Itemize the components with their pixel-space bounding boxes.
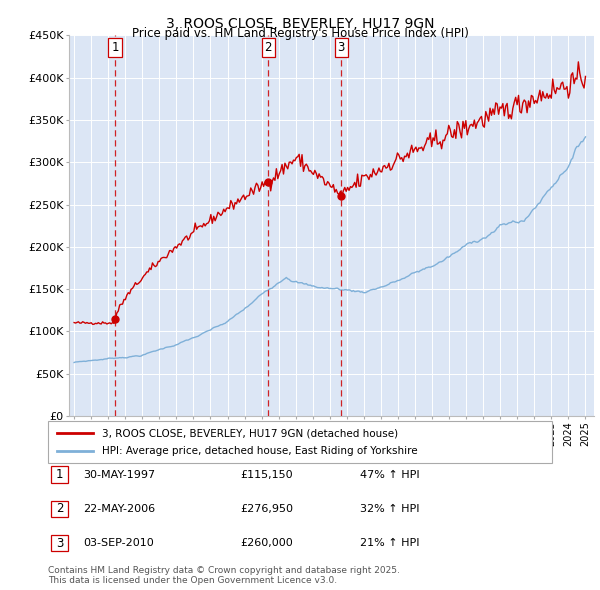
Text: 03-SEP-2010: 03-SEP-2010 bbox=[83, 538, 154, 548]
Text: Price paid vs. HM Land Registry's House Price Index (HPI): Price paid vs. HM Land Registry's House … bbox=[131, 27, 469, 40]
Text: Contains HM Land Registry data © Crown copyright and database right 2025.
This d: Contains HM Land Registry data © Crown c… bbox=[48, 566, 400, 585]
Text: £276,950: £276,950 bbox=[240, 504, 293, 514]
Text: 21% ↑ HPI: 21% ↑ HPI bbox=[360, 538, 419, 548]
Text: £115,150: £115,150 bbox=[240, 470, 293, 480]
Text: 1: 1 bbox=[56, 468, 63, 481]
Text: 2: 2 bbox=[56, 502, 63, 515]
Text: 3, ROOS CLOSE, BEVERLEY, HU17 9GN (detached house): 3, ROOS CLOSE, BEVERLEY, HU17 9GN (detac… bbox=[102, 428, 398, 438]
Text: 3: 3 bbox=[56, 536, 63, 549]
Text: 32% ↑ HPI: 32% ↑ HPI bbox=[360, 504, 419, 514]
Text: 3, ROOS CLOSE, BEVERLEY, HU17 9GN: 3, ROOS CLOSE, BEVERLEY, HU17 9GN bbox=[166, 17, 434, 31]
Text: £260,000: £260,000 bbox=[240, 538, 293, 548]
Text: 2: 2 bbox=[265, 41, 272, 54]
Text: 3: 3 bbox=[338, 41, 345, 54]
Text: 1: 1 bbox=[112, 41, 119, 54]
Text: HPI: Average price, detached house, East Riding of Yorkshire: HPI: Average price, detached house, East… bbox=[102, 446, 418, 456]
Text: 22-MAY-2006: 22-MAY-2006 bbox=[83, 504, 155, 514]
Text: 47% ↑ HPI: 47% ↑ HPI bbox=[360, 470, 419, 480]
Text: 30-MAY-1997: 30-MAY-1997 bbox=[83, 470, 155, 480]
